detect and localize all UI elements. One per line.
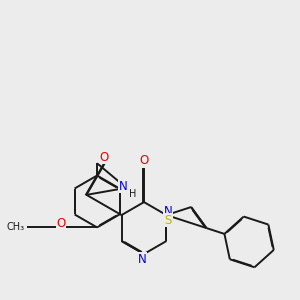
Text: N: N bbox=[118, 180, 127, 193]
Text: N: N bbox=[138, 253, 147, 266]
Text: O: O bbox=[56, 218, 66, 230]
Text: N: N bbox=[164, 205, 172, 218]
Text: S: S bbox=[164, 214, 172, 227]
Text: O: O bbox=[100, 151, 109, 164]
Text: O: O bbox=[140, 154, 148, 167]
Text: CH₃: CH₃ bbox=[6, 222, 25, 233]
Text: H: H bbox=[129, 189, 136, 199]
